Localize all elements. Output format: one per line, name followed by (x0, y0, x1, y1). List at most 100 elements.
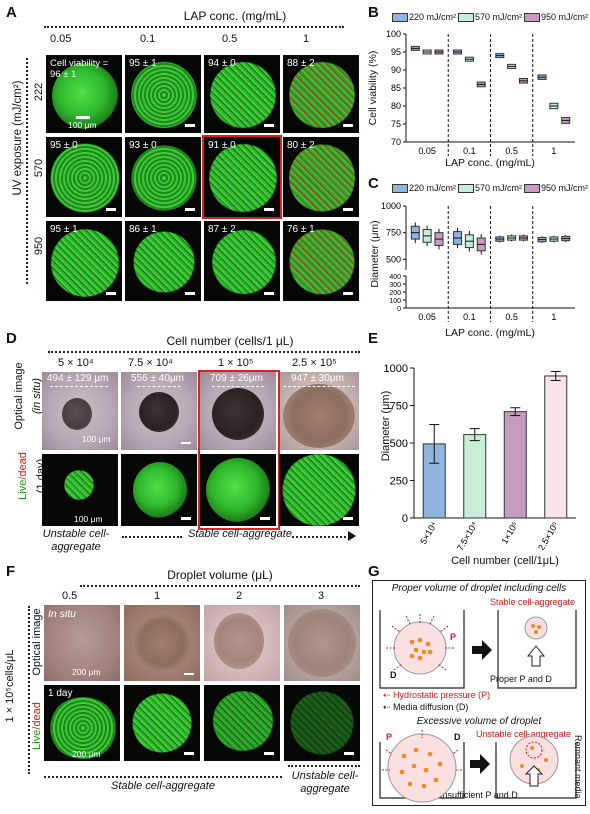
well-outline (497, 610, 577, 689)
live-label: Live (17, 479, 29, 500)
droplet-circle (393, 621, 447, 675)
aggregate (131, 61, 197, 129)
aggregate (139, 392, 179, 432)
micro-tile: 95 ± 0 (46, 137, 122, 217)
panel-d-arrow-line (122, 536, 182, 538)
chart-b: 100 95 90 85 80 75 70 0.05 0.1 0.5 1 (386, 30, 575, 156)
x-tick-label: 2.5×10⁵ (536, 520, 561, 550)
scale-bar (264, 292, 274, 295)
viability-value: 86 ± 1 (129, 224, 157, 235)
scale-bar (185, 292, 195, 295)
panel-g-hydro-label: ⇠ Hydrostatic pressure (P) (383, 690, 491, 700)
panel-f-row1-label: Optical image (31, 608, 43, 676)
arrow-up-icon (526, 645, 546, 667)
well-outline (379, 610, 465, 689)
micro-tile: 80 ± 2 (283, 137, 359, 217)
bar (544, 375, 568, 519)
legend-label-220: 220 mJ/cm² (409, 183, 457, 193)
micro-tile: 94 ± 0 (204, 55, 280, 133)
panel-f-unstable-line (288, 765, 360, 767)
panel-d-row1-label: Optical image (13, 362, 25, 430)
legend-swatch-570 (458, 184, 474, 193)
dead-label: /dead (17, 452, 29, 480)
panel-f-side-label: 1 × 10⁵cells/μL (4, 649, 16, 723)
panel-f-label: F (6, 563, 16, 580)
aggregate (133, 231, 195, 293)
aggregate-circle (524, 616, 548, 640)
scale-bar (343, 517, 353, 520)
scale-label: 200 μm (72, 749, 101, 759)
aggregate (212, 229, 276, 295)
x-tick-label: 1 (551, 146, 556, 156)
diameter-value: 709 ± 26μm (210, 373, 263, 384)
scale-label: 100 μm (68, 120, 97, 130)
well-outline (495, 742, 577, 799)
panel-g-top-title: Proper volume of droplet including cells (391, 583, 567, 594)
panel-g-proper-label: Proper P and D (490, 674, 552, 684)
y-tick-label: 75 (391, 119, 401, 129)
panel-a-top-title: LAP conc. (mg/mL) (183, 9, 287, 23)
aggregate (289, 143, 355, 213)
aggregate (62, 398, 92, 430)
panel-a-top-dotline (44, 26, 344, 28)
legend-swatch-220 (392, 184, 408, 193)
y-tick-label: 100 (389, 298, 401, 305)
viability-value: 87 ± 2 (208, 224, 236, 235)
diff-text: Media diffusion (D) (393, 702, 469, 712)
aggregate (131, 145, 197, 211)
pressure-arrows (382, 730, 462, 771)
chart-b-ylabel: Cell viability (%) (367, 50, 379, 126)
micro-tile: 95 ± 1 (46, 221, 122, 301)
panel-g-diff-label: ⇠ Media diffusion (D) (383, 702, 469, 712)
panel-a-row-1: 570 (33, 158, 46, 178)
y-tick-label: 70 (391, 137, 401, 147)
panel-f-top-title: Droplet volume (μL) (167, 568, 273, 582)
legend-label-220: 220 mJ/cm² (409, 12, 457, 22)
micro-tile (284, 685, 360, 761)
aggregate (214, 613, 264, 669)
panel-f-stable-line (44, 776, 282, 778)
optical-tile: 947 ± 30μm (279, 372, 359, 450)
diameter-arrow (212, 386, 264, 387)
scale-bar (343, 292, 353, 295)
optical-tile: 494 ± 129 μm 100 μm (42, 372, 118, 450)
aggregate (209, 143, 277, 213)
scale-bar (343, 124, 353, 127)
aggregate (210, 61, 276, 129)
scale-bar (264, 124, 274, 127)
optical-tile (204, 605, 280, 681)
d-letter: D (454, 732, 461, 742)
scale-bar (260, 517, 270, 520)
scale-bar (343, 208, 353, 211)
micro-tile: 95 ± 1 (125, 55, 201, 133)
micro-tile: Cell viability = 96 ± 1 100 μm (46, 55, 122, 133)
viability-value: 95 ± 0 (50, 140, 78, 151)
chart-c-ylabel: Diameter (μm) (369, 220, 381, 288)
panel-d-unstable-label: Unstable cell-aggregate (42, 528, 110, 553)
panel-f-top-dotline (80, 585, 360, 587)
micro-tile: 87 ± 2 (204, 221, 280, 301)
y-tick-label: 1000 (384, 363, 408, 375)
legend-swatch-950 (524, 13, 540, 22)
panel-a-side-dotline (26, 58, 28, 284)
micro-tile-highlighted (200, 454, 276, 526)
panel-d-label: D (6, 330, 17, 347)
panel-d-col-1: 7.5 × 10⁴ (128, 357, 173, 369)
panel-f-stable-label: Stable cell-aggregate (111, 780, 215, 792)
legend-label-570: 570 mJ/cm² (475, 183, 523, 193)
panel-f-col-2: 2 (236, 590, 243, 602)
legend-swatch-950 (524, 184, 540, 193)
x-tick-label: 0.5 (505, 146, 518, 156)
scale-bar (185, 208, 195, 211)
y-tick-label: 300 (389, 282, 401, 289)
micro-tile: 1 day 200 μm (44, 685, 120, 761)
panel-a-col-0: 0.05 (50, 33, 72, 45)
aggregate (290, 691, 354, 755)
diameter-value: 556 ± 40μm (131, 373, 184, 384)
legend-swatch-220 (392, 13, 408, 22)
bar (503, 411, 527, 519)
aggregate (64, 470, 94, 500)
scale-bar (185, 124, 195, 127)
cell-dots (531, 624, 541, 634)
